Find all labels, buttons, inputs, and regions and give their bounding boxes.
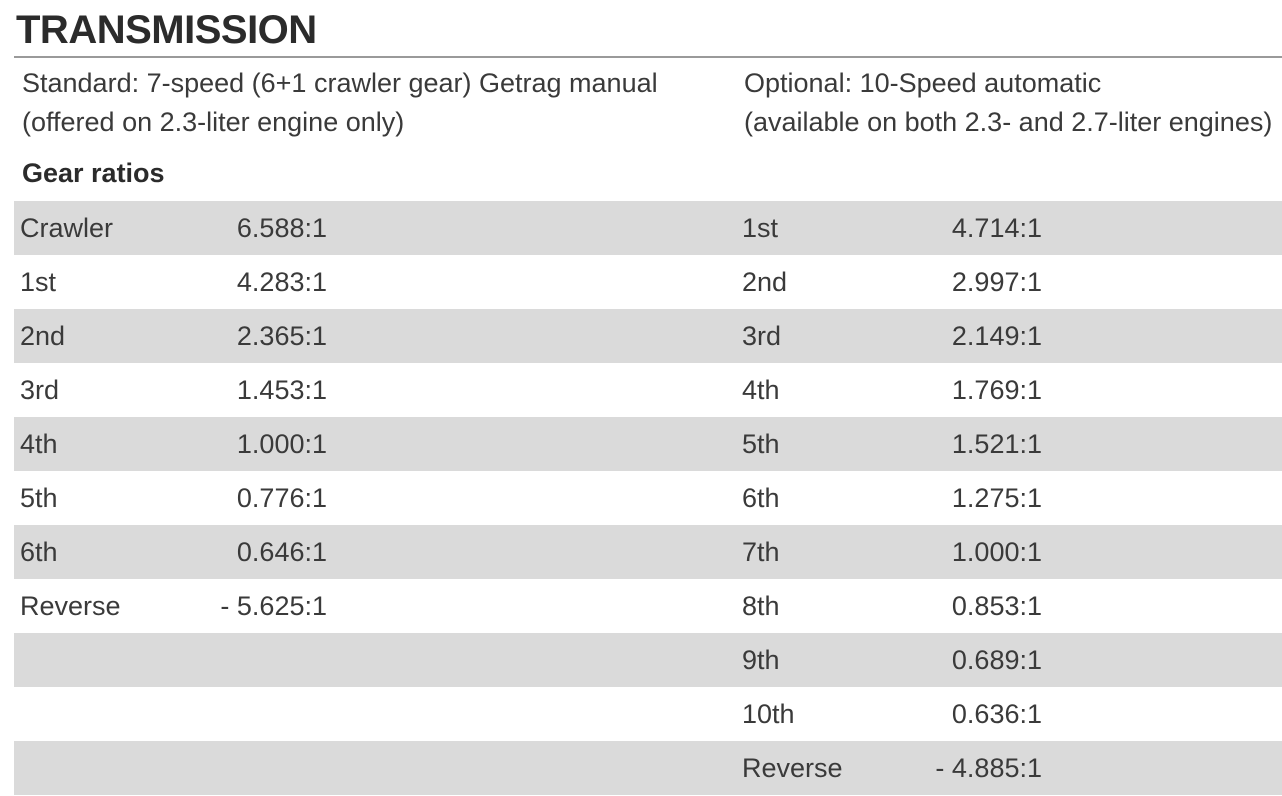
gear-ratio: 1.275:1 [951, 483, 1042, 513]
header-line: (offered on 2.3-liter engine only) [22, 107, 405, 137]
gear-name: 6th [20, 537, 58, 567]
gear-ratio: 1.453:1 [236, 375, 327, 405]
gear-name: 5th [20, 483, 58, 513]
gear-ratio: - 5.625:1 [220, 591, 327, 621]
gear-ratio: 0.646:1 [236, 537, 327, 567]
gear-ratio: 1.769:1 [951, 375, 1042, 405]
gear-ratio: 1.521:1 [951, 429, 1042, 459]
header-line: Optional: 10-Speed automatic [744, 68, 1102, 98]
left-header: Standard: 7-speed (6+1 crawler gear) Get… [22, 64, 658, 142]
title-rule [14, 56, 1282, 58]
table-row: 9th 0.689:1 [14, 633, 1282, 687]
gear-ratio: 2.997:1 [951, 267, 1042, 297]
gear-ratio: 2.365:1 [236, 321, 327, 351]
gear-ratio: 4.714:1 [951, 213, 1042, 243]
gear-name: 4th [742, 375, 780, 405]
gear-ratio: 0.853:1 [951, 591, 1042, 621]
gear-name: Reverse [20, 591, 121, 621]
table-row: Crawler 6.588:1 1st 4.714:1 [14, 201, 1282, 255]
table-row: 1st 4.283:1 2nd 2.997:1 [14, 255, 1282, 309]
gear-name: 8th [742, 591, 780, 621]
gear-name: 7th [742, 537, 780, 567]
gear-name: 5th [742, 429, 780, 459]
gear-ratio: 0.776:1 [236, 483, 327, 513]
table-row: Reverse - 4.885:1 [14, 741, 1282, 795]
gear-name: Crawler [20, 213, 114, 243]
subheading: Gear ratios [22, 158, 165, 188]
table-row: 10th 0.636:1 [14, 687, 1282, 741]
right-header: Optional: 10-Speed automatic (available … [744, 64, 1272, 142]
gear-ratio: 0.689:1 [951, 645, 1042, 675]
header-line: (available on both 2.3- and 2.7-liter en… [744, 107, 1273, 137]
gear-name: 10th [742, 699, 795, 729]
gear-ratio: 1.000:1 [951, 537, 1042, 567]
gear-name: 1st [742, 213, 779, 243]
header-line: Standard: 7-speed (6+1 crawler gear) Get… [22, 68, 658, 98]
gear-name: 2nd [742, 267, 788, 297]
table-row: Reverse - 5.625:1 8th 0.853:1 [14, 579, 1282, 633]
table-row: 5th 0.776:1 6th 1.275:1 [14, 471, 1282, 525]
gear-name: Reverse [742, 753, 843, 783]
gear-name: 3rd [742, 321, 782, 351]
table-row: 6th 0.646:1 7th 1.000:1 [14, 525, 1282, 579]
gear-name: 2nd [20, 321, 66, 351]
table-row: 2nd 2.365:1 3rd 2.149:1 [14, 309, 1282, 363]
table-row: 4th 1.000:1 5th 1.521:1 [14, 417, 1282, 471]
gear-ratio: 2.149:1 [951, 321, 1042, 351]
gear-name: 6th [742, 483, 780, 513]
ratio-table: Crawler 6.588:1 1st 4.714:1 1st 4.283:1 2nd 2.9… [14, 201, 1282, 795]
gear-ratio: - 4.885:1 [935, 753, 1042, 783]
gear-ratio: 0.636:1 [951, 699, 1042, 729]
gear-name: 1st [20, 267, 57, 297]
table-row: 3rd 1.453:1 4th 1.769:1 [14, 363, 1282, 417]
gear-name: 4th [20, 429, 58, 459]
gear-ratio: 4.283:1 [236, 267, 327, 297]
gear-ratio: 6.588:1 [236, 213, 327, 243]
gear-name: 9th [742, 645, 780, 675]
gear-name: 3rd [20, 375, 60, 405]
gear-ratio: 1.000:1 [236, 429, 327, 459]
title: TRANSMISSION [16, 8, 317, 52]
